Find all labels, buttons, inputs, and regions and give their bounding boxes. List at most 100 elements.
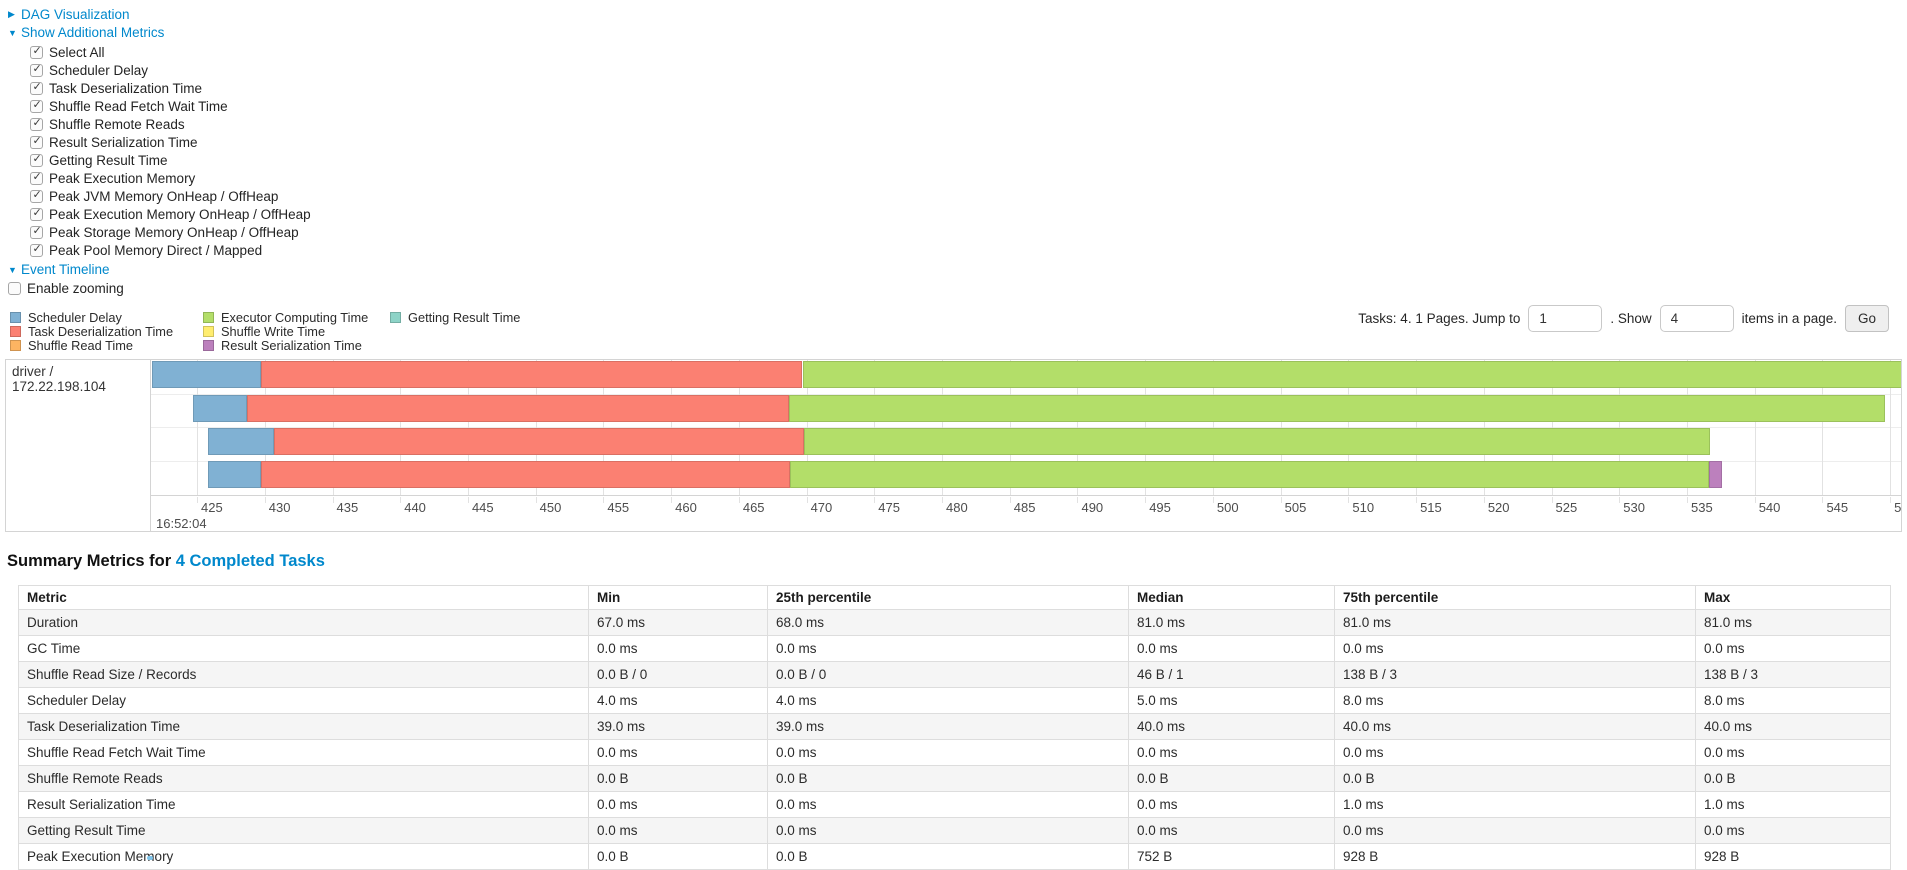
time-tick-label: 520: [1487, 500, 1510, 515]
row-gridline: [151, 393, 1901, 395]
time-gridline: [806, 360, 808, 495]
show-additional-metrics-toggle[interactable]: ▼ Show Additional Metrics: [8, 25, 1907, 40]
time-gridline: [671, 360, 673, 495]
metric-name-cell: Getting Result Time: [18, 817, 589, 844]
metric-checkbox[interactable]: [30, 207, 43, 221]
time-tick: [874, 497, 876, 503]
time-tick-label: 515: [1420, 500, 1442, 515]
metric-checkbox[interactable]: [30, 225, 43, 239]
metric-value-cell: 0.0 B / 0: [588, 661, 768, 688]
time-gridline: [1754, 360, 1756, 495]
legend-item: Task Deserialization Time: [10, 324, 203, 339]
metric-value-cell: 4.0 ms: [767, 687, 1129, 714]
table-row: Getting Result Time 0.0 ms 0.0 ms 0.0 ms 0.0…: [18, 817, 1891, 844]
time-tick-label: 505: [1284, 500, 1307, 515]
axis-base-time-label: 16:52:04: [156, 516, 207, 531]
time-gridline: [1890, 360, 1892, 495]
time-tick: [1483, 497, 1485, 503]
column-header: 25th percentile: [767, 585, 1129, 610]
task-segment-task-deserialization[interactable]: [274, 428, 804, 455]
timeline-plot-area: [151, 360, 1901, 496]
task-segment-executor-computing[interactable]: [790, 461, 1709, 488]
metric-checkbox[interactable]: [30, 45, 43, 59]
metric-option-row: Peak Execution Memory OnHeap / OffHeap: [30, 205, 1907, 223]
enable-zooming-label: Enable zooming: [27, 280, 124, 296]
task-bar[interactable]: [151, 361, 1901, 388]
time-tick: [1280, 497, 1282, 503]
metric-option-row: Scheduler Delay: [30, 61, 1907, 79]
metric-value-cell: 0.0 B: [767, 843, 1129, 870]
column-header: Median: [1128, 585, 1335, 610]
metric-checkbox[interactable]: [30, 99, 43, 113]
metric-option-label: Peak Storage Memory OnHeap / OffHeap: [49, 224, 299, 240]
time-tick: [1686, 497, 1688, 503]
metric-checkbox[interactable]: [30, 153, 43, 167]
metric-option-label: Peak Execution Memory OnHeap / OffHeap: [49, 206, 311, 222]
time-gridline: [942, 360, 944, 495]
completed-tasks-link[interactable]: 4 Completed Tasks: [175, 552, 325, 570]
metric-value-cell: 928 B: [1695, 843, 1891, 870]
metric-value-cell: 0.0 ms: [1695, 739, 1891, 766]
metric-value-cell: 0.0 ms: [767, 635, 1129, 662]
metric-option-label: Peak JVM Memory OnHeap / OffHeap: [49, 188, 279, 204]
legend-swatch: [203, 325, 214, 337]
task-segment-scheduler-delay[interactable]: [152, 361, 261, 388]
metric-value-cell: 0.0 ms: [588, 791, 768, 818]
metric-value-cell: 0.0 B: [1695, 765, 1891, 792]
time-tick-label: 550: [1894, 500, 1901, 515]
dag-visualization-toggle[interactable]: ▶ DAG Visualization: [8, 7, 1907, 22]
time-gridline: [1280, 360, 1282, 495]
enable-zooming-checkbox[interactable]: [8, 281, 21, 295]
task-bar[interactable]: [151, 461, 1901, 488]
metric-checkbox[interactable]: [30, 63, 43, 77]
metric-checkbox[interactable]: [30, 117, 43, 131]
legend-item: Executor Computing Time: [203, 310, 390, 325]
jump-to-page-input[interactable]: [1528, 305, 1603, 332]
task-segment-executor-computing[interactable]: [788, 395, 1885, 422]
metric-option-row: Select All: [30, 43, 1907, 61]
task-segment-scheduler-delay[interactable]: [207, 461, 261, 488]
metric-option-label: Task Deserialization Time: [49, 80, 203, 96]
items-per-page-input[interactable]: [1659, 305, 1734, 332]
time-gridline: [1822, 360, 1824, 495]
metric-checkbox[interactable]: [30, 243, 43, 257]
time-gridline: [264, 360, 266, 495]
task-bar[interactable]: [151, 395, 1901, 422]
task-segment-executor-computing[interactable]: [802, 361, 1901, 388]
metric-checkbox[interactable]: [30, 171, 43, 185]
metric-option-row: Shuffle Read Fetch Wait Time: [30, 97, 1907, 115]
time-gridline: [1686, 360, 1688, 495]
metric-checkbox[interactable]: [30, 189, 43, 203]
task-bar[interactable]: [151, 428, 1901, 455]
time-gridline: [400, 360, 402, 495]
stage-controls: ▶ DAG Visualization ▼ Show Additional Me…: [0, 0, 1907, 296]
time-gridline: [1551, 360, 1553, 495]
event-timeline-toggle[interactable]: ▼ Event Timeline: [8, 262, 1907, 277]
legend-item: Shuffle Write Time: [203, 324, 390, 339]
time-tick: [467, 497, 469, 503]
task-segment-scheduler-delay[interactable]: [207, 428, 275, 455]
time-tick: [1009, 497, 1011, 503]
go-button[interactable]: Go: [1844, 305, 1889, 332]
column-header: Metric: [18, 585, 589, 610]
task-segment-task-deserialization[interactable]: [260, 461, 791, 488]
metric-value-cell: 81.0 ms: [1334, 609, 1696, 636]
metric-option-label: Shuffle Read Fetch Wait Time: [49, 98, 228, 114]
task-segment-executor-computing[interactable]: [803, 428, 1710, 455]
task-segment-task-deserialization[interactable]: [260, 361, 803, 388]
time-tick: [942, 497, 944, 503]
time-tick-label: 460: [675, 500, 697, 515]
metric-value-cell: 138 B / 3: [1334, 661, 1696, 688]
task-segment-scheduler-delay[interactable]: [192, 395, 248, 422]
time-gridline: [1348, 360, 1350, 495]
task-segment-result-serialization[interactable]: [1708, 461, 1723, 488]
time-tick: [197, 497, 199, 503]
time-tick-label: 490: [1081, 500, 1104, 515]
metric-value-cell: 40.0 ms: [1128, 713, 1335, 740]
time-gridline: [1483, 360, 1485, 495]
metric-value-cell: 0.0 B / 0: [767, 661, 1129, 688]
metric-value-cell: 40.0 ms: [1695, 713, 1891, 740]
metric-checkbox[interactable]: [30, 135, 43, 149]
metric-checkbox[interactable]: [30, 81, 43, 95]
task-segment-task-deserialization[interactable]: [247, 395, 789, 422]
